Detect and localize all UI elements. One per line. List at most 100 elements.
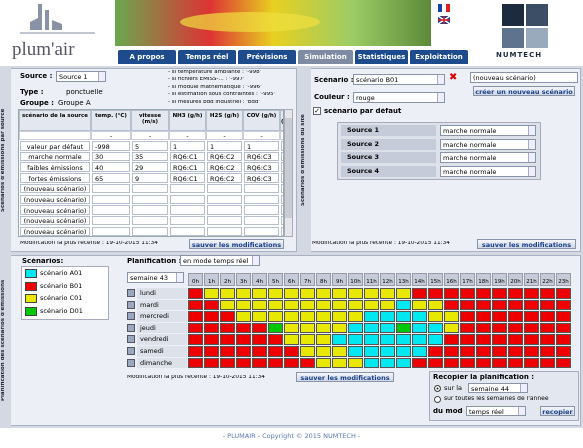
nav-tab[interactable]: Exploitation <box>410 50 468 64</box>
planning-cell[interactable] <box>476 357 491 369</box>
planning-cell[interactable] <box>412 334 427 345</box>
planning-cell[interactable] <box>268 288 283 299</box>
planning-cell[interactable] <box>364 311 379 322</box>
planning-cell[interactable] <box>236 346 251 357</box>
planning-cell[interactable] <box>396 346 411 357</box>
input-cell[interactable]: 35 <box>132 151 168 162</box>
planning-cell[interactable] <box>396 311 411 322</box>
planning-cell[interactable] <box>460 357 475 369</box>
planning-cell[interactable] <box>204 346 219 357</box>
planning-cell[interactable] <box>492 357 507 369</box>
planning-cell[interactable] <box>220 334 235 345</box>
planning-cell[interactable] <box>428 299 443 311</box>
planning-cell[interactable] <box>476 311 491 322</box>
planning-cell[interactable] <box>220 288 235 299</box>
planning-cell[interactable] <box>412 311 427 322</box>
planning-cell[interactable] <box>300 311 315 322</box>
planning-cell[interactable] <box>316 357 331 369</box>
nav-tab[interactable]: Simulation <box>298 50 353 64</box>
planning-cell[interactable] <box>380 299 395 311</box>
input-cell[interactable] <box>281 205 283 215</box>
planning-cell[interactable] <box>428 322 443 334</box>
source-mode-select[interactable]: marche normale <box>440 138 536 150</box>
planning-cell[interactable] <box>476 346 491 357</box>
planning-cell[interactable] <box>364 334 379 345</box>
planning-cell[interactable] <box>444 346 459 357</box>
planning-cell[interactable] <box>508 346 523 357</box>
hour-header[interactable]: 6h <box>284 273 299 286</box>
planning-cell[interactable] <box>540 334 555 345</box>
planning-cell[interactable] <box>540 357 555 369</box>
planning-cell[interactable] <box>380 346 395 357</box>
input-cell[interactable] <box>281 194 283 204</box>
day-icon[interactable] <box>127 358 135 367</box>
planning-cell[interactable] <box>508 299 523 311</box>
input-cell[interactable] <box>244 183 279 194</box>
planning-cell[interactable] <box>540 322 555 334</box>
hour-header[interactable]: 13h <box>396 273 411 286</box>
planning-cell[interactable] <box>252 311 267 322</box>
input-cell[interactable] <box>170 205 205 215</box>
day-icon[interactable] <box>127 347 135 355</box>
planning-cell[interactable] <box>476 322 491 334</box>
planning-cell[interactable] <box>204 357 219 369</box>
planning-cell[interactable] <box>332 322 347 334</box>
mode-select[interactable]: en mode temps réel <box>180 255 260 266</box>
planning-cell[interactable] <box>220 346 235 357</box>
planning-cell[interactable] <box>284 288 299 299</box>
planning-cell[interactable] <box>268 334 283 345</box>
planning-cell[interactable] <box>316 311 331 322</box>
planning-cell[interactable] <box>444 311 459 322</box>
hour-header[interactable]: 0h <box>188 273 203 286</box>
planning-cell[interactable] <box>508 357 523 369</box>
input-cell[interactable]: RQ6:C2 <box>207 173 242 183</box>
input-cell[interactable] <box>132 215 168 226</box>
planning-cell[interactable] <box>204 288 219 299</box>
save-button[interactable]: sauver les modifications <box>477 239 576 249</box>
planning-cell[interactable] <box>268 322 283 334</box>
input-cell[interactable] <box>170 226 205 236</box>
planning-cell[interactable] <box>396 288 411 299</box>
planning-cell[interactable] <box>364 299 379 311</box>
planning-cell[interactable] <box>524 357 539 369</box>
planning-cell[interactable] <box>524 311 539 322</box>
hour-header[interactable]: 10h <box>348 273 363 286</box>
planning-cell[interactable] <box>332 288 347 299</box>
input-cell[interactable]: -998 <box>92 141 130 151</box>
delete-icon[interactable]: ✖ <box>449 73 458 83</box>
radio[interactable] <box>434 396 441 403</box>
planning-cell[interactable] <box>412 288 427 299</box>
planning-cell[interactable] <box>236 311 251 322</box>
hour-header[interactable]: 5h <box>268 273 283 286</box>
copy-mode-select[interactable]: temps réel <box>466 406 526 416</box>
planning-cell[interactable] <box>492 288 507 299</box>
planning-cell[interactable] <box>268 357 283 369</box>
planning-cell[interactable] <box>284 334 299 345</box>
planning-cell[interactable] <box>348 357 363 369</box>
planning-cell[interactable] <box>540 346 555 357</box>
hour-header[interactable]: 8h <box>316 273 331 286</box>
hour-header[interactable]: 22h <box>540 273 555 286</box>
planning-cell[interactable] <box>268 311 283 322</box>
input-cell[interactable] <box>92 194 130 204</box>
planning-cell[interactable] <box>444 299 459 311</box>
day-icon[interactable] <box>127 312 135 321</box>
planning-cell[interactable] <box>508 288 523 299</box>
planning-cell[interactable] <box>348 288 363 299</box>
planning-cell[interactable] <box>188 299 203 311</box>
planning-cell[interactable] <box>188 334 203 345</box>
planning-cell[interactable] <box>252 357 267 369</box>
planning-cell[interactable] <box>204 322 219 334</box>
planning-cell[interactable] <box>380 357 395 369</box>
copy-week-select[interactable]: semaine 44 <box>468 383 528 393</box>
input-cell[interactable] <box>281 215 283 226</box>
hour-header[interactable]: 2h <box>220 273 235 286</box>
planning-cell[interactable] <box>444 322 459 334</box>
radio[interactable] <box>434 385 441 392</box>
hour-header[interactable]: 16h <box>444 273 459 286</box>
input-cell[interactable] <box>207 183 242 194</box>
flag-uk[interactable] <box>437 15 451 25</box>
planning-cell[interactable] <box>380 288 395 299</box>
planning-cell[interactable] <box>476 288 491 299</box>
planning-cell[interactable] <box>220 357 235 369</box>
